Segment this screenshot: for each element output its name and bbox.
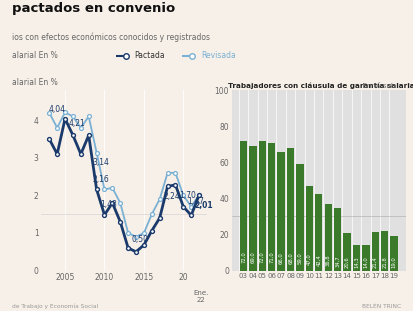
Bar [258,141,265,271]
Text: 2,24: 2,24 [163,192,180,201]
Bar [342,234,350,271]
Bar [239,141,247,271]
Text: Pactada: Pactada [134,52,165,60]
Text: alarial En %: alarial En % [12,52,58,60]
Bar [380,231,387,271]
Bar [249,146,256,271]
Text: Ene.
22: Ene. 22 [192,290,208,303]
Text: 4,21: 4,21 [69,119,85,128]
Text: 0,50: 0,50 [131,235,148,244]
Text: 69,0: 69,0 [250,252,255,263]
Bar [305,186,312,271]
Bar [277,151,284,271]
Bar [333,208,340,271]
Text: 36,8: 36,8 [325,255,330,266]
Text: 72,0: 72,0 [259,251,264,263]
Text: pactados en convenio: pactados en convenio [12,2,175,15]
Text: 4,04: 4,04 [48,105,65,114]
Text: ios con efectos económicos conocidos y registrados: ios con efectos económicos conocidos y r… [12,33,210,42]
Text: 14,3: 14,3 [353,257,358,268]
Text: 1,47: 1,47 [187,197,203,206]
Text: Trabajadores con cláusula de garantía salarial: Trabajadores con cláusula de garantía sa… [227,82,413,89]
Text: 68,0: 68,0 [287,252,292,263]
Bar [267,142,275,271]
Text: 42,4: 42,4 [316,254,320,266]
Text: 2,16: 2,16 [92,175,109,184]
Text: 66,0: 66,0 [278,252,283,264]
Text: 1,70: 1,70 [179,191,195,200]
Text: 59,0: 59,0 [297,253,302,264]
Bar [371,232,378,271]
Text: 1,48: 1,48 [100,200,117,209]
Text: Revisada: Revisada [200,52,235,60]
Text: alarial En %: alarial En % [12,77,57,86]
Text: BELÉN TRINC: BELÉN TRINC [361,304,401,309]
Text: de Trabajo y Economía Social: de Trabajo y Economía Social [12,304,98,309]
Text: 3,14: 3,14 [92,158,109,167]
Bar [296,164,303,271]
Bar [361,245,369,271]
Text: En % sob: En % sob [359,83,395,89]
Text: 47,0: 47,0 [306,254,311,265]
Bar [314,194,322,271]
Text: 21,4: 21,4 [372,256,377,268]
Bar [389,236,397,271]
Text: 20,6: 20,6 [344,256,349,268]
Text: 71,0: 71,0 [268,252,273,263]
Bar [286,148,294,271]
Text: 21,8: 21,8 [381,256,386,268]
Bar [324,204,331,271]
Text: 14,0: 14,0 [363,257,368,268]
Bar [352,245,359,271]
Text: 19,0: 19,0 [391,256,396,268]
Text: 2,01: 2,01 [194,201,212,210]
Text: 72,0: 72,0 [240,251,245,263]
Text: 34,7: 34,7 [334,255,339,267]
